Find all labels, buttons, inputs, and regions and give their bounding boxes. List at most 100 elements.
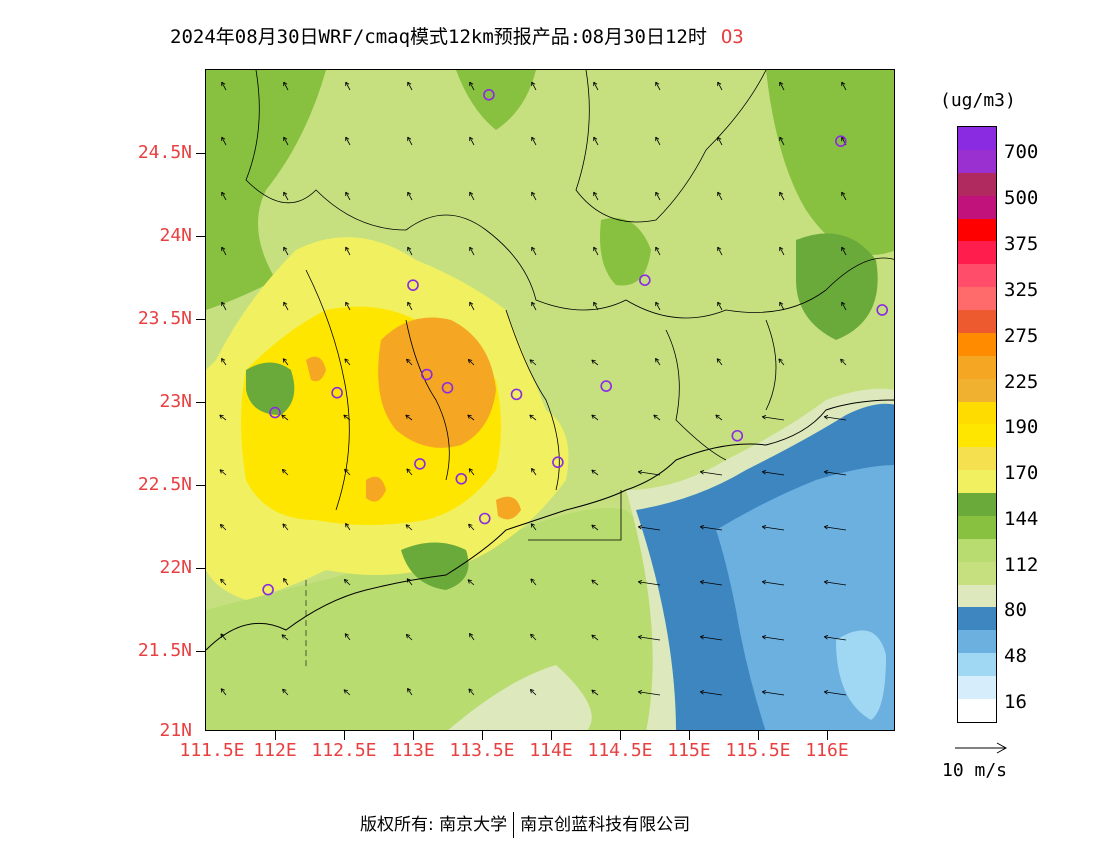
wind-arrowhead xyxy=(406,468,409,473)
wind-arrowhead xyxy=(717,136,722,140)
wind-arrowhead xyxy=(762,416,766,420)
wind-arrow xyxy=(841,191,847,201)
wind-arrowhead xyxy=(531,468,536,471)
wind-arrowhead xyxy=(219,469,222,474)
wind-arrowhead xyxy=(407,136,412,140)
wind-arrowhead xyxy=(762,579,767,583)
wind-arrowhead xyxy=(762,691,766,695)
wind-arrowhead xyxy=(778,358,783,361)
wind-arrowhead xyxy=(344,358,349,361)
wind-arrow xyxy=(591,634,599,641)
wind-arrow xyxy=(467,579,475,586)
wind-arrowhead xyxy=(345,246,350,250)
wind-arrowhead xyxy=(779,191,784,195)
wind-arrowhead xyxy=(593,136,598,140)
wind-arrowhead xyxy=(591,524,596,527)
pollutant-label: O3 xyxy=(720,26,744,48)
wind-arrowhead xyxy=(591,359,594,364)
wind-arrow xyxy=(824,691,847,696)
wind-arrowhead xyxy=(531,81,536,85)
wind-arrowhead xyxy=(530,633,535,636)
wind-arrowhead xyxy=(220,633,223,638)
wind-arrowhead xyxy=(824,579,829,583)
wind-arrowhead xyxy=(530,578,533,583)
wind-arrowhead xyxy=(405,524,408,529)
wind-arrow xyxy=(700,581,723,586)
wind-arrowhead xyxy=(530,578,535,581)
wind-arrow xyxy=(700,471,723,476)
wind-arrowhead xyxy=(467,359,470,364)
wind-arrowhead xyxy=(529,359,532,364)
wind-arrowhead xyxy=(469,191,474,195)
y-tick-label: 24N xyxy=(159,225,192,246)
wind-arrow xyxy=(345,136,351,146)
legend-swatch xyxy=(958,584,996,608)
wind-arrowhead xyxy=(531,301,536,305)
wind-arrow xyxy=(221,358,227,366)
wind-arrowhead xyxy=(638,469,643,473)
station-marker xyxy=(639,274,651,286)
wind-arrow xyxy=(717,81,723,91)
wind-arrowhead xyxy=(824,416,828,420)
wind-arrow xyxy=(529,359,537,366)
wind-arrowhead xyxy=(700,579,705,583)
boundary-line xyxy=(765,319,777,411)
y-tick xyxy=(196,236,205,237)
wind-arrowhead xyxy=(468,688,471,693)
wind-arrowhead xyxy=(655,358,660,361)
wind-arrowhead xyxy=(762,636,766,640)
legend-level: 275 xyxy=(1004,325,1039,347)
x-tick xyxy=(482,731,483,740)
wind-arrow xyxy=(405,524,413,531)
wind-vectors xyxy=(219,81,847,696)
y-tick xyxy=(196,651,205,652)
y-tick-label: 24.5N xyxy=(137,142,192,163)
wind-arrow xyxy=(655,191,661,201)
wind-arrowhead xyxy=(700,471,704,475)
wind-arrow xyxy=(407,191,413,201)
wind-arrow xyxy=(638,691,661,696)
wind-arrow xyxy=(343,579,351,586)
x-tick xyxy=(413,731,414,740)
wind-arrow xyxy=(824,581,847,586)
wind-arrow xyxy=(762,636,785,641)
wind-arrow xyxy=(282,523,289,531)
legend-swatch xyxy=(958,607,996,631)
wind-arrowhead xyxy=(591,689,594,694)
wind-arrow xyxy=(591,579,599,586)
wind-arrow xyxy=(221,246,227,256)
wind-arrowhead xyxy=(282,358,287,361)
wind-arrow xyxy=(345,81,351,91)
wind-arrow xyxy=(407,301,413,311)
station-marker xyxy=(834,135,847,147)
boundary-line xyxy=(575,70,767,223)
wind-arrowhead xyxy=(407,246,412,250)
wind-arrow xyxy=(841,81,847,91)
wind-arrowhead xyxy=(653,414,658,417)
wind-arrow xyxy=(824,526,847,531)
wind-arrowhead xyxy=(469,633,474,636)
wind-arrow xyxy=(717,136,723,146)
wind-arrowhead xyxy=(530,523,533,528)
wind-arrow xyxy=(469,81,475,91)
station-marker xyxy=(731,429,744,442)
wind-arrow xyxy=(283,81,289,91)
y-tick-label: 21.5N xyxy=(137,640,192,661)
wind-arrowhead xyxy=(591,689,596,692)
legend-level: 700 xyxy=(1004,141,1039,163)
legend-swatch xyxy=(958,195,996,219)
station-marker xyxy=(600,380,613,392)
contour-144-nw xyxy=(206,70,326,310)
station-marker xyxy=(455,472,468,485)
wind-arrow xyxy=(407,136,413,146)
wind-arrowhead xyxy=(220,688,225,691)
wind-arrowhead xyxy=(591,469,594,474)
contour-144-north xyxy=(456,70,536,130)
wind-arrowhead xyxy=(467,579,470,584)
wind-arrow xyxy=(841,301,847,311)
wind-arrowhead xyxy=(343,689,346,694)
station-marker xyxy=(478,512,491,525)
wind-arrow xyxy=(779,246,785,256)
y-tick xyxy=(196,402,205,403)
wind-arrowhead xyxy=(700,524,705,528)
